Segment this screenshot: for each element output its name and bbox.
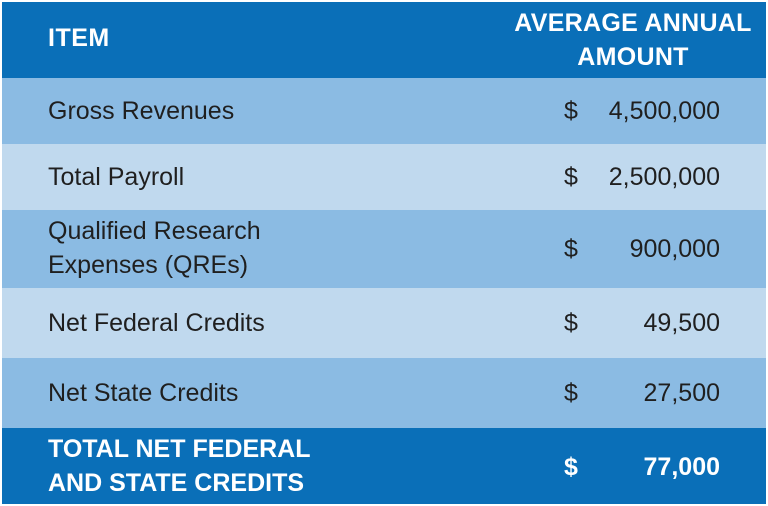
header-amount-line2: AMOUNT <box>577 43 689 71</box>
row-item: Net Federal Credits <box>48 309 265 337</box>
total-item-line2: AND STATE CREDITS <box>48 469 305 497</box>
total-value: 77,000 <box>643 453 720 481</box>
row-value: 27,500 <box>643 379 720 407</box>
row-item-line1: Qualified Research <box>48 217 261 245</box>
row-currency: $ <box>564 379 578 407</box>
row-item: Net State Credits <box>48 379 239 407</box>
row-item-line2: Expenses (QREs) <box>48 251 249 279</box>
table-row: Qualified Research Expenses (QREs) $ 900… <box>2 210 766 288</box>
table-row: Gross Revenues $ 4,500,000 <box>2 78 766 144</box>
row-value: 900,000 <box>629 235 720 263</box>
header-amount-line1: AVERAGE ANNUAL <box>514 9 752 37</box>
total-currency: $ <box>564 453 578 481</box>
row-value: 49,500 <box>643 309 720 337</box>
row-currency: $ <box>564 97 578 125</box>
row-value: 2,500,000 <box>608 163 720 191</box>
row-value: 4,500,000 <box>608 97 720 125</box>
total-item: TOTAL NET FEDERAL AND STATE CREDITS <box>48 432 311 500</box>
total-item-line1: TOTAL NET FEDERAL <box>48 435 311 463</box>
row-currency: $ <box>564 163 578 191</box>
table-row: Total Payroll $ 2,500,000 <box>2 144 766 210</box>
header-amount-label: AVERAGE ANNUAL AMOUNT <box>502 6 764 74</box>
total-row: TOTAL NET FEDERAL AND STATE CREDITS $ 77… <box>2 428 766 504</box>
row-item: Gross Revenues <box>48 97 235 125</box>
table-header: ITEM AVERAGE ANNUAL AMOUNT <box>2 2 766 78</box>
table-row: Net Federal Credits $ 49,500 <box>2 288 766 358</box>
row-item: Qualified Research Expenses (QREs) <box>48 214 261 282</box>
header-item-label: ITEM <box>48 24 110 52</box>
table-row: Net State Credits $ 27,500 <box>2 358 766 428</box>
row-currency: $ <box>564 309 578 337</box>
row-item: Total Payroll <box>48 163 185 191</box>
row-currency: $ <box>564 235 578 263</box>
